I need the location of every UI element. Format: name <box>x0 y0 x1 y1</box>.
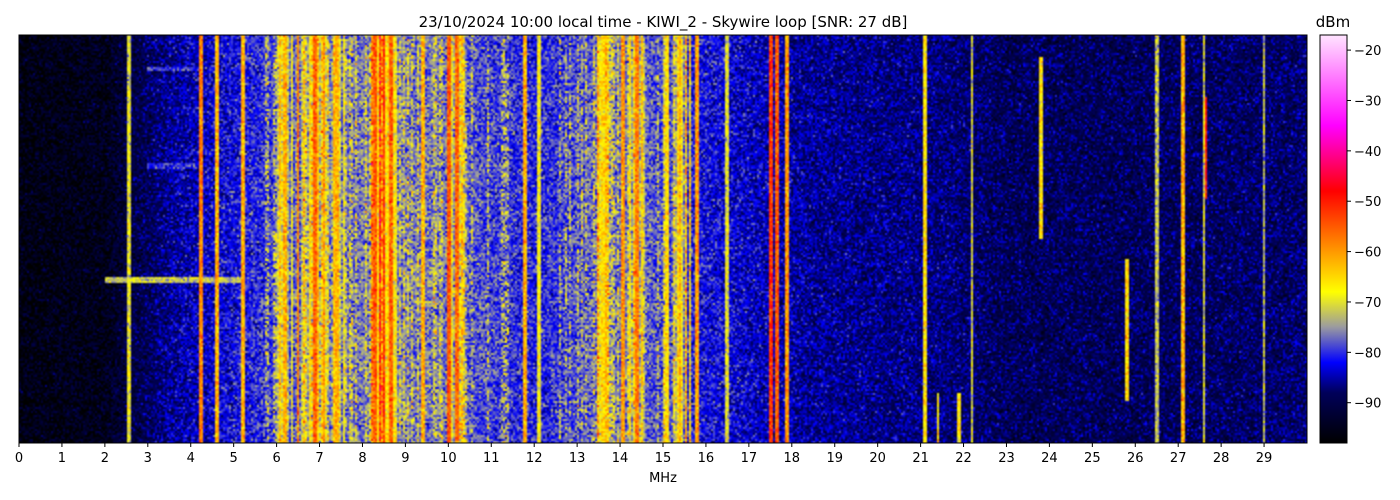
colorbar-tick-label: −70 <box>1354 296 1381 311</box>
x-axis: 0 1 2 3 4 5 6 7 8 9 10 11 12 13 14 15 16 17 18 19 20 21 22 23 24… <box>15 443 1272 466</box>
x-tick-label: 8 <box>358 451 366 466</box>
plot-area <box>18 34 1308 444</box>
x-tick-label: 7 <box>315 451 323 466</box>
colorbar-tick-label: −60 <box>1354 246 1381 261</box>
colorbar-scale <box>1319 34 1348 444</box>
x-tick-label: 25 <box>1084 451 1101 466</box>
colorbar-tick-label: −90 <box>1354 397 1381 412</box>
chart-title: 23/10/2024 10:00 local time - KIWI_2 - S… <box>419 13 908 32</box>
x-tick-label: 0 <box>15 451 23 466</box>
x-tick-label: 17 <box>741 451 758 466</box>
colorbar-tick-label: −30 <box>1354 94 1381 109</box>
colorbar-ticks: −20 −30 −40 −50 −60 −70 −80 −90 <box>1347 44 1381 412</box>
x-tick-label: 13 <box>569 451 586 466</box>
x-tick-label: 6 <box>272 451 280 466</box>
x-tick-label: 1 <box>58 451 66 466</box>
x-tick-label: 9 <box>401 451 409 466</box>
colorbar: dBm −20 −30 −40 −50 −60 −70 −80 −90 <box>1316 13 1381 444</box>
x-tick-label: 21 <box>912 451 929 466</box>
x-tick-label: 5 <box>230 451 238 466</box>
x-tick-label: 28 <box>1213 451 1230 466</box>
x-tick-label: 12 <box>526 451 543 466</box>
x-tick-label: 26 <box>1127 451 1144 466</box>
colorbar-tick-label: −80 <box>1354 346 1381 361</box>
x-tick-label: 4 <box>187 451 195 466</box>
x-tick-label: 11 <box>483 451 500 466</box>
x-tick-label: 15 <box>655 451 672 466</box>
colorbar-tick-label: −40 <box>1354 145 1381 160</box>
x-tick-label: 14 <box>612 451 629 466</box>
x-tick-label: 22 <box>955 451 972 466</box>
x-tick-label: 3 <box>144 451 152 466</box>
x-tick-label: 24 <box>1041 451 1058 466</box>
x-tick-label: 20 <box>869 451 886 466</box>
x-tick-label: 23 <box>998 451 1015 466</box>
colorbar-title: dBm <box>1316 13 1350 31</box>
x-tick-label: 10 <box>440 451 457 466</box>
x-tick-label: 29 <box>1256 451 1273 466</box>
x-tick-label: 27 <box>1170 451 1187 466</box>
x-tick-label: 18 <box>784 451 801 466</box>
x-tick-label: 19 <box>826 451 843 466</box>
x-axis-label: MHz <box>649 471 677 486</box>
x-tick-label: 2 <box>101 451 109 466</box>
colorbar-tick-label: −20 <box>1354 44 1381 59</box>
x-tick-label: 16 <box>698 451 715 466</box>
colorbar-tick-label: −50 <box>1354 195 1381 210</box>
spectrogram-heatmap <box>19 35 1307 443</box>
